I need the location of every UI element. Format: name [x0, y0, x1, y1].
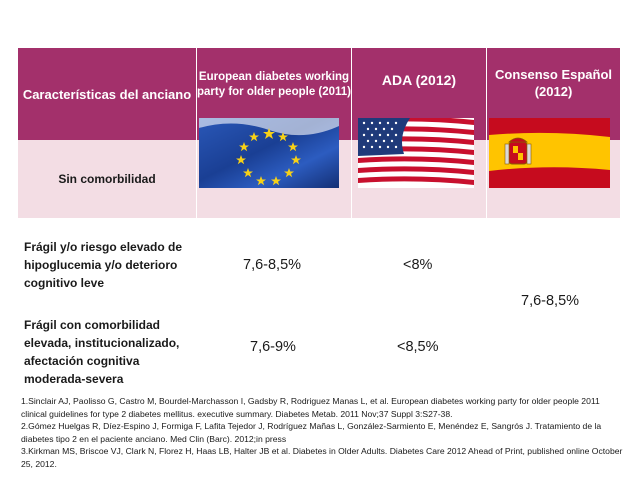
references: 1.Sinclair AJ, Paolisso G, Castro M, Bou… [21, 395, 627, 471]
row-fragil-comorbilidad-ada-value: <8,5% [397, 339, 439, 355]
row-fragil-riesgo-label: Frágil y/o riesgo elevado de hipoglucemi… [24, 240, 183, 290]
row-fragil-riesgo-european-value: 7,6-8,5% [243, 257, 302, 273]
reference-2: 2.Gómez Huelgas R, Díez-Espino J, Formig… [21, 421, 602, 444]
row-fragil-riesgo-ada-value: <8% [403, 257, 433, 273]
row-sin-comorbilidad-label: Sin comorbilidad [18, 140, 196, 218]
reference-3: 3.Kirkman MS, Briscoe VJ, Clark N, Flore… [21, 446, 623, 469]
row-fragil-comorbilidad-label: Frágil con comorbilidad elevada, institu… [24, 318, 180, 386]
us-flag-icon [358, 118, 474, 188]
spain-flag-icon [489, 118, 610, 188]
eu-flag-icon [199, 118, 339, 188]
header-characteristics: Características del anciano [18, 48, 196, 140]
consenso-espanol-merged-value: 7,6-8,5% [521, 293, 580, 309]
reference-1: 1.Sinclair AJ, Paolisso G, Castro M, Bou… [21, 396, 600, 419]
row-fragil-comorbilidad-european-value: 7,6-9% [250, 339, 296, 355]
